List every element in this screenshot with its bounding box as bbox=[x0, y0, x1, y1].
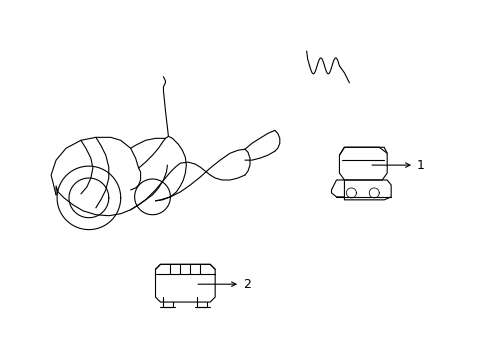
Text: 1: 1 bbox=[416, 159, 424, 172]
Text: 2: 2 bbox=[243, 278, 250, 291]
